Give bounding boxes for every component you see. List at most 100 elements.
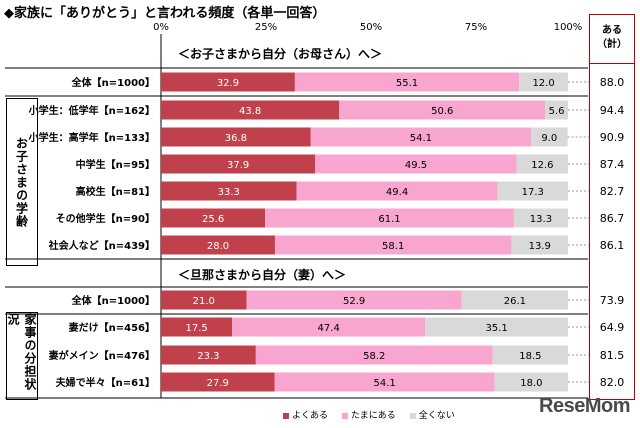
row-label: 高校生【n=81】	[76, 185, 155, 198]
bar-segment-3	[497, 181, 568, 201]
data-label: 55.1	[396, 78, 418, 89]
bar-segment-2	[294, 72, 520, 92]
bar-segment-3	[545, 100, 568, 120]
data-label: 36.8	[225, 133, 247, 144]
bar-segment-2	[265, 208, 514, 228]
bar-segment-1	[161, 208, 266, 228]
data-label: 28.0	[207, 241, 229, 252]
row-label: 全体【n=1000】	[71, 76, 155, 89]
bar-segment-3	[492, 345, 568, 365]
bar-segment-3	[530, 127, 568, 147]
bar-segment-2	[255, 345, 493, 365]
data-label: 27.9	[207, 378, 229, 389]
chart-title: ◆家族に「ありがとう」と言われる頻度（各単一回答）	[4, 6, 326, 21]
tick-label: 0%	[153, 22, 169, 33]
data-label: 54.1	[410, 133, 432, 144]
bar-segment-1	[161, 100, 340, 120]
tick-label: 50%	[359, 22, 383, 33]
total-value: 86.1	[600, 239, 625, 252]
data-label: 37.9	[227, 160, 249, 171]
total-value: 86.7	[600, 212, 625, 225]
bar-segment-1	[161, 181, 297, 201]
legend-swatch	[409, 412, 416, 419]
legend-swatch	[342, 412, 349, 419]
total-value: 90.9	[600, 131, 625, 144]
data-label: 49.4	[386, 187, 408, 198]
legend: よくある たまにある 全くない	[283, 408, 455, 421]
row-label: 中学生【n=95】	[76, 158, 155, 171]
row-label: 夫婦で半々【n=61】	[55, 376, 155, 389]
legend-item: 全くない	[409, 408, 455, 421]
bar-segment-2	[296, 181, 498, 201]
legend-item: よくある	[283, 408, 328, 421]
total-column-frame	[589, 64, 635, 400]
tick-label: 100%	[553, 22, 583, 33]
row-label: 妻がメイン【n=476】	[49, 349, 155, 362]
bar-segment-2	[274, 235, 512, 255]
data-label: 18.0	[520, 378, 542, 389]
bar-segment-3	[519, 72, 568, 92]
data-label: 18.5	[519, 351, 541, 362]
row-label: その他学生【n=90】	[56, 212, 155, 225]
data-label: 47.4	[318, 323, 340, 334]
bar-segment-3	[516, 154, 568, 174]
data-label: 13.9	[529, 241, 551, 252]
data-label: 17.3	[522, 187, 544, 198]
bar-segment-2	[339, 100, 546, 120]
bar-segment-2	[246, 290, 462, 310]
data-label: 17.5	[185, 323, 207, 334]
data-label: 49.5	[405, 160, 427, 171]
bar-segment-3	[425, 317, 568, 337]
data-label: 50.6	[431, 106, 453, 117]
bar-segment-1	[161, 345, 256, 365]
row-label: 全体【n=1000】	[71, 294, 155, 307]
bar-segment-1	[161, 72, 295, 92]
data-label: 12.0	[532, 78, 554, 89]
bar-segment-3	[461, 290, 568, 310]
data-label: 32.9	[217, 78, 239, 89]
legend-label: たまにある	[351, 411, 396, 421]
data-label: 25.6	[202, 214, 224, 225]
data-label: 58.2	[363, 351, 385, 362]
data-label: 9.0	[541, 133, 557, 144]
bar-segment-3	[494, 372, 568, 392]
bar-segment-1	[161, 235, 275, 255]
data-label: 21.0	[193, 296, 215, 307]
group-housework-label: 家事の分担状況	[6, 312, 38, 400]
total-header: ある （計）	[589, 14, 635, 64]
data-label: 26.1	[504, 296, 526, 307]
data-label: 33.3	[218, 187, 240, 198]
legend-label: よくある	[292, 411, 329, 421]
bar-segment-2	[232, 317, 426, 337]
data-label: 54.1	[374, 378, 396, 389]
data-label: 61.1	[378, 214, 400, 225]
bar-segment-1	[161, 372, 275, 392]
bar-segment-1	[161, 127, 311, 147]
data-label: 12.6	[531, 160, 553, 171]
row-label: 社会人など【n=439】	[48, 239, 155, 252]
tick-label: 75%	[464, 22, 488, 33]
data-label: 23.3	[197, 351, 219, 362]
row-label: 小学生：高学年【n=133】	[28, 131, 155, 144]
bar-segment-3	[511, 235, 568, 255]
total-value: 81.5	[600, 349, 625, 362]
legend-item: たまにある	[342, 408, 396, 421]
section-children-label: ＜お子さまから自分（お母さん）へ＞	[178, 47, 383, 61]
data-label: 35.1	[485, 323, 507, 334]
bar-segment-2	[274, 372, 495, 392]
total-value: 88.0	[600, 76, 625, 89]
resemom-logo: ReseMom	[539, 395, 630, 417]
group-school-age-label: お子さまの学齢	[6, 98, 38, 266]
bar-segment-2	[315, 154, 517, 174]
bar-segment-3	[513, 208, 568, 228]
total-header-line1: ある	[602, 25, 622, 36]
total-value: 64.9	[600, 321, 625, 334]
data-label: 58.1	[382, 241, 404, 252]
bar-segment-2	[310, 127, 531, 147]
total-value: 82.0	[600, 376, 625, 389]
bar-segment-1	[161, 317, 233, 337]
data-label: 43.8	[239, 106, 261, 117]
data-label: 52.9	[343, 296, 365, 307]
total-value: 94.4	[600, 104, 625, 117]
